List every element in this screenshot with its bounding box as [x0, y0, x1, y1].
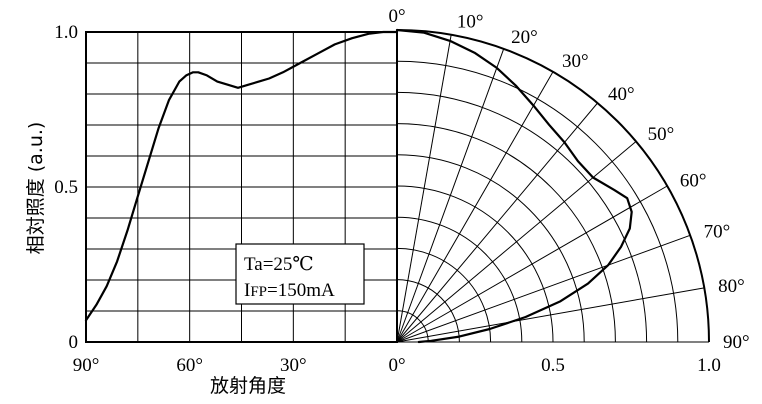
- annotation-current: IFP=150mA: [244, 280, 335, 301]
- polar-angle-label: 80°: [718, 276, 745, 297]
- polar-spoke: [396, 185, 668, 343]
- r-tick-label: 1.0: [697, 355, 721, 376]
- y-tick-label: 0: [69, 332, 79, 353]
- annotation-box: [235, 243, 365, 305]
- polar-ring: [396, 247, 492, 343]
- polar-spoke: [396, 34, 452, 343]
- r-tick-label: 0.5: [541, 355, 565, 376]
- annotation-current-subscript: FP: [250, 284, 267, 300]
- polar-grid: [86, 29, 710, 343]
- rectangular-curve: [84, 30, 399, 322]
- condition-annotation: Ta=25℃ IFP=150mA: [235, 243, 365, 305]
- polar-angle-label: 60°: [680, 170, 707, 191]
- polar-ring: [396, 60, 679, 343]
- polar-spoke: [396, 234, 691, 343]
- polar-angle-label: 0°: [388, 6, 405, 27]
- x-tick-label: 90°: [73, 355, 100, 376]
- tick-labels: 00.51.090° 60° 30° 0° 0.5 1.00° 10°20°30°40°50…: [54, 6, 749, 376]
- polar-ring: [396, 154, 585, 343]
- polar-ring: [396, 279, 460, 343]
- annotation-current-value: =150mA: [267, 280, 335, 301]
- polar-spoke: [396, 71, 554, 343]
- series-curves: [84, 28, 633, 344]
- polar-angle-label: 50°: [648, 124, 675, 145]
- polar-outer-arc: [396, 29, 710, 343]
- polar-ring: [396, 91, 648, 343]
- x-tick-label: 0°: [388, 355, 405, 376]
- x-tick-label: 30°: [280, 355, 307, 376]
- polar-ring: [396, 216, 523, 343]
- polar-curve: [395, 28, 633, 344]
- polar-ring: [396, 123, 616, 343]
- polar-spoke: [396, 141, 637, 343]
- x-tick-label: 60°: [176, 355, 203, 376]
- polar-ring: [396, 185, 554, 343]
- y-axis-label: 相対照度 (a.u.): [25, 122, 47, 255]
- annotation-temperature: Ta=25℃: [244, 254, 314, 275]
- polar-spoke: [396, 102, 598, 343]
- polar-angle-label: 70°: [704, 222, 731, 243]
- polar-angle-label: 10°: [457, 12, 484, 33]
- polar-angle-label: 40°: [608, 84, 635, 105]
- rectangular-grid: [85, 31, 398, 343]
- y-tick-label: 1.0: [54, 22, 78, 43]
- polar-angle-label: 20°: [511, 27, 538, 48]
- polar-spoke: [396, 287, 705, 343]
- x-axis-label: 放射角度: [210, 375, 286, 397]
- polar-spoke: [396, 48, 505, 343]
- polar-angle-label: 90°: [723, 332, 750, 353]
- y-tick-label: 0.5: [54, 177, 78, 198]
- annotation-current-symbol: I: [244, 280, 250, 301]
- polar-angle-label: 30°: [562, 51, 589, 72]
